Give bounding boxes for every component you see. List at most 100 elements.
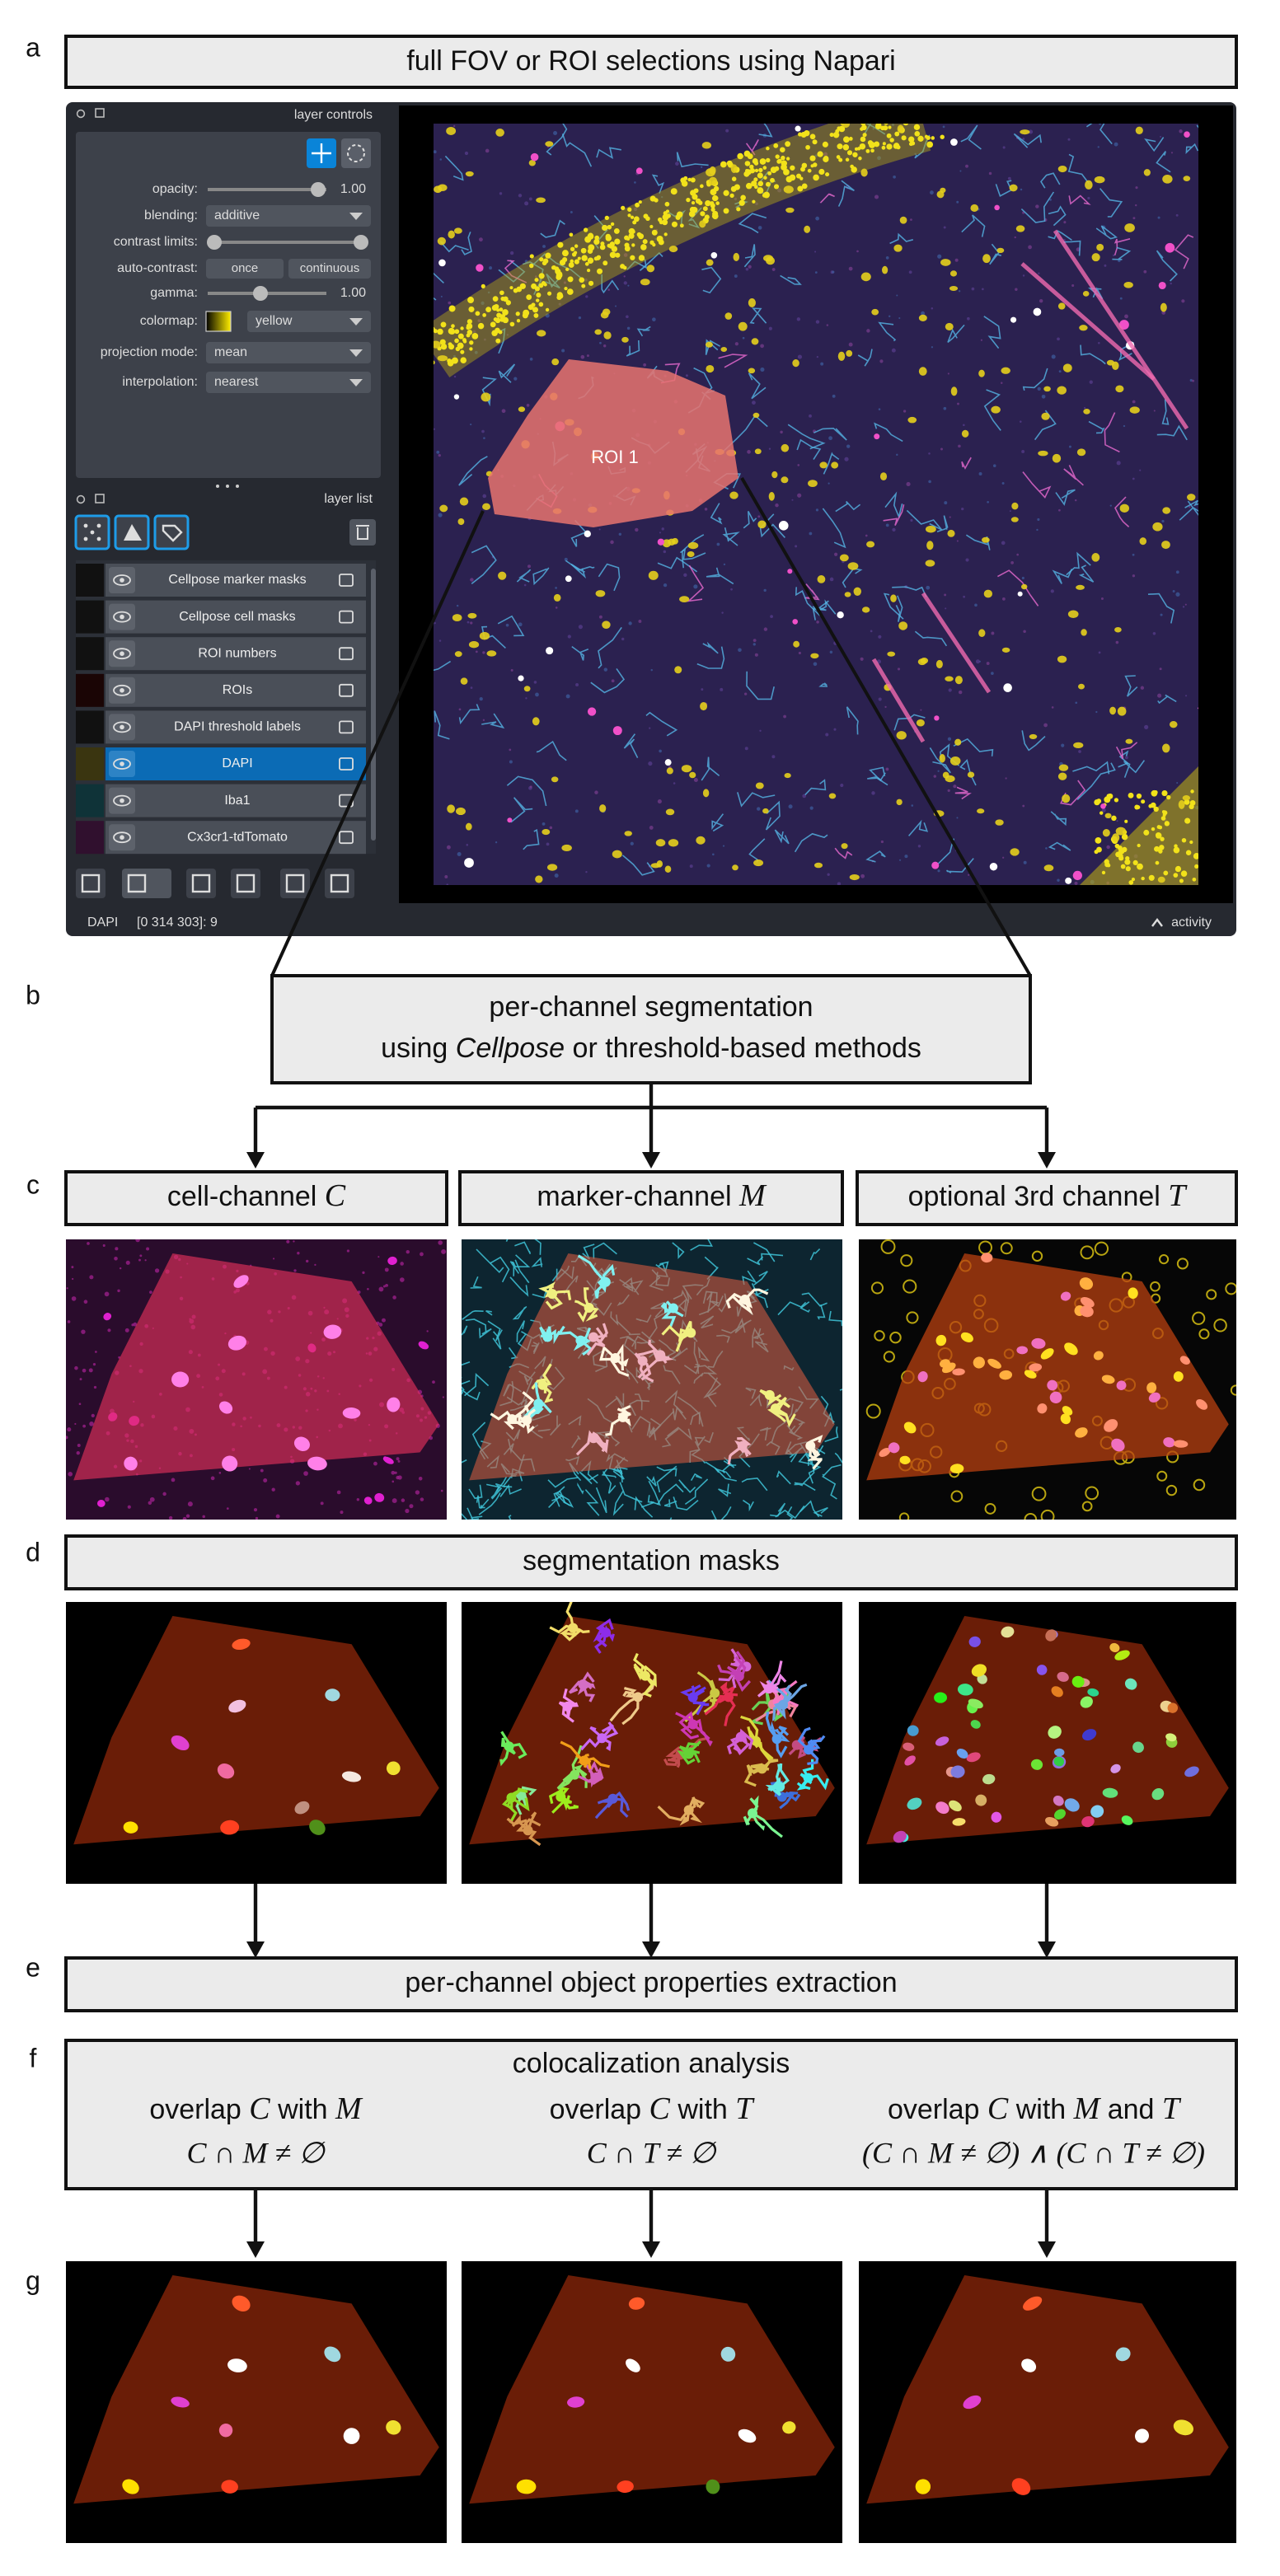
colocalized-cell: [567, 2396, 585, 2408]
cell-process: [678, 1711, 695, 1735]
nucleus: [454, 651, 462, 658]
channel-title: cell-channel C: [167, 1178, 346, 1213]
speckle: [482, 494, 487, 499]
granule-nucleus: [630, 215, 635, 219]
process: [818, 682, 828, 687]
speckle: [734, 197, 738, 201]
speckle: [885, 256, 889, 260]
cell-soma: [597, 1733, 607, 1744]
cell-process: [696, 1671, 716, 1694]
nucleus: [1162, 507, 1171, 514]
speckle: [872, 128, 874, 130]
image-panel: [66, 1239, 447, 1520]
colocalized-cell: [1021, 2358, 1037, 2372]
granule-nucleus: [726, 160, 733, 166]
colocalized-cell: [628, 2297, 645, 2310]
speckle: [524, 201, 529, 206]
granule-nucleus: [610, 222, 615, 227]
granule-nucleus: [622, 265, 627, 270]
nucleus: [945, 676, 954, 681]
cell-body: [1100, 803, 1106, 809]
arrow-head: [1038, 1152, 1056, 1169]
nucleus: [1148, 1392, 1160, 1403]
cell-process: [580, 1737, 603, 1751]
colocalized-cell: [1173, 2419, 1194, 2436]
overlap-title: overlap C with T: [550, 2091, 756, 2126]
nucleus-outline: [898, 1512, 910, 1520]
speckle: [623, 253, 628, 257]
granule-nucleus: [597, 268, 603, 274]
granule-nucleus: [738, 199, 745, 206]
dropdown-value: mean: [214, 345, 247, 359]
cell-process: [565, 1602, 574, 1628]
speckle: [149, 1496, 155, 1502]
cell-body: [293, 1436, 310, 1451]
speckle: [961, 508, 964, 511]
eye-icon: [120, 651, 124, 656]
process: [741, 1477, 768, 1492]
cell-process: [743, 1812, 754, 1826]
cell-body: [382, 1456, 394, 1464]
speckle: [611, 679, 615, 683]
image-panel: [859, 1239, 1236, 1520]
speckle: [1132, 217, 1136, 220]
process: [612, 1491, 624, 1516]
granule-nucleus: [607, 224, 612, 230]
colocalized-cell: [706, 2479, 720, 2494]
granule-nucleus: [1184, 799, 1190, 805]
speckle: [154, 1268, 160, 1273]
speckle: [943, 406, 947, 410]
image-panel: [66, 2261, 447, 2543]
icon: [191, 873, 211, 893]
speckle: [1010, 560, 1014, 564]
text-segment: cell-channel: [167, 1181, 325, 1212]
speckle: [529, 357, 533, 361]
nucleus: [1112, 833, 1120, 842]
speckle: [446, 883, 449, 885]
nucleus: [720, 346, 728, 352]
nucleus: [1124, 223, 1135, 232]
speckle: [891, 348, 896, 353]
speckle: [1083, 406, 1086, 410]
nucleus: [599, 804, 607, 813]
speckle: [89, 1421, 94, 1426]
nucleus: [949, 756, 961, 766]
cell-soma: [757, 1763, 767, 1774]
speckle: [661, 527, 664, 531]
speckle: [802, 794, 807, 799]
granule-nucleus: [545, 307, 550, 312]
granule-nucleus: [536, 293, 542, 298]
granule-nucleus: [500, 296, 505, 302]
cell-body: [323, 1324, 342, 1339]
cell-mask: [220, 1820, 240, 1835]
granule-nucleus: [599, 244, 606, 251]
nucleus: [940, 187, 946, 194]
cell-process: [765, 1712, 778, 1740]
icon: [124, 524, 142, 541]
cell-process: [661, 1324, 692, 1339]
process: [602, 1471, 617, 1494]
nucleus-outline: [1158, 1254, 1170, 1265]
nucleus: [916, 719, 925, 727]
nucleus: [561, 844, 572, 852]
granule-nucleus: [1156, 832, 1161, 838]
nucleus: [1062, 794, 1071, 803]
speckle: [563, 281, 567, 284]
speckle: [654, 238, 657, 241]
granule-nucleus: [1160, 816, 1166, 821]
dropdown-arrow: [349, 379, 363, 386]
granule-nucleus: [624, 235, 629, 241]
nucleus-outline: [1192, 1311, 1206, 1325]
speckle: [953, 785, 957, 789]
cell-soma: [591, 1772, 602, 1782]
cell-process: [767, 1785, 781, 1791]
speckle: [650, 668, 653, 672]
process: [1156, 424, 1188, 441]
speckle: [489, 266, 493, 270]
cell-soma: [778, 1699, 789, 1710]
nucleus: [1125, 738, 1133, 744]
text-segment: and: [1099, 2094, 1162, 2125]
granule-nucleus: [493, 317, 498, 321]
cell-soma: [735, 1731, 746, 1742]
process: [813, 1506, 828, 1517]
